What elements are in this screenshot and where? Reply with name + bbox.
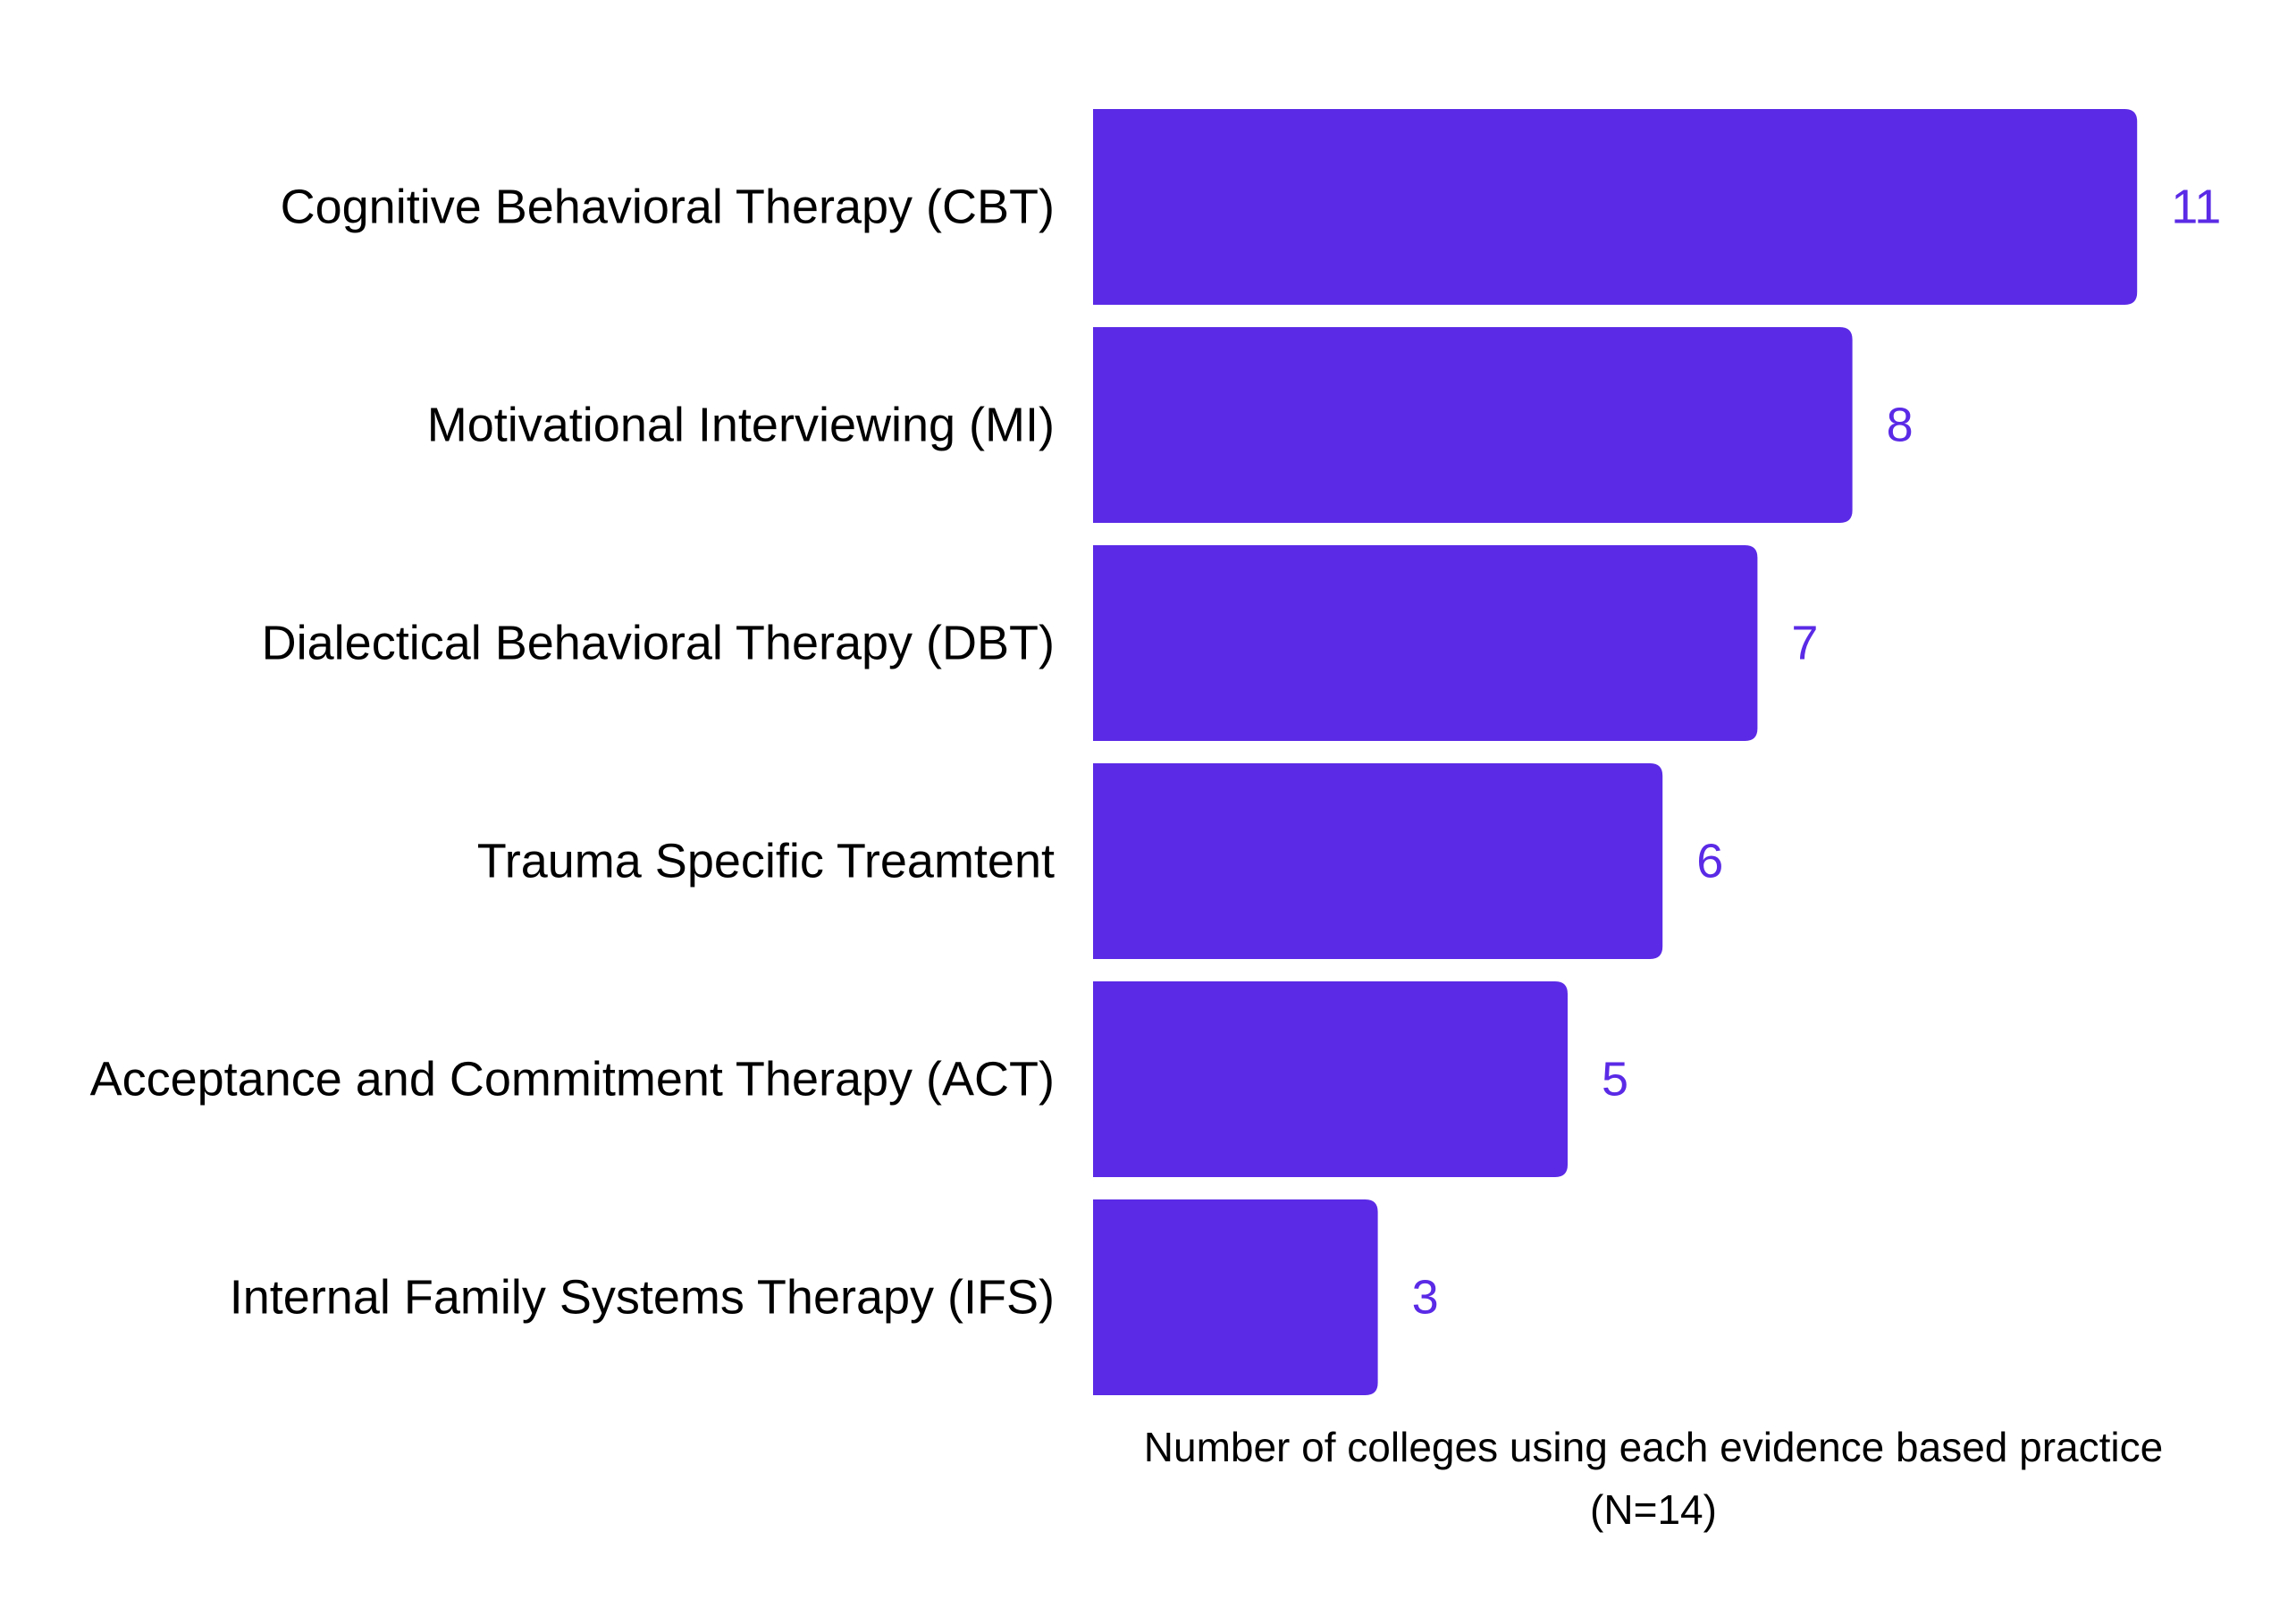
value-labels: 11 8 7 6 5 3 — [1412, 181, 2222, 1325]
value-label-internal-family-systems-therapy-ifs: 3 — [1412, 1271, 1439, 1325]
bars-layer — [1093, 109, 2138, 1395]
category-labels: Cognitive Behavioral Therapy (CBT) Motiva… — [90, 181, 1055, 1325]
category-label-dialectical-behavioral-therapy-dbt: Dialectical Behavioral Therapy (DBT) — [262, 617, 1055, 670]
bar-internal-family-systems-therapy-ifs — [1093, 1199, 1378, 1395]
x-axis-title-line-1: Number of colleges using each evidence b… — [1144, 1424, 2163, 1470]
value-label-cognitive-behavioral-therapy-cbt: 11 — [2171, 181, 2221, 234]
bar-dialectical-behavioral-therapy-dbt — [1093, 545, 1758, 741]
bar-acceptance-and-commitment-therapy-act — [1093, 981, 1568, 1177]
x-axis-title-line-2: (N=14) — [1590, 1486, 1717, 1533]
value-label-trauma-specific-treamtent: 6 — [1696, 835, 1723, 888]
value-label-motivational-interviewing-mi: 8 — [1887, 399, 1914, 452]
value-label-dialectical-behavioral-therapy-dbt: 7 — [1791, 617, 1818, 670]
category-label-motivational-interviewing-mi: Motivational Interviewing (MI) — [427, 399, 1055, 452]
bar-trauma-specific-treamtent — [1093, 763, 1663, 959]
category-label-cognitive-behavioral-therapy-cbt: Cognitive Behavioral Therapy (CBT) — [281, 181, 1055, 234]
value-label-acceptance-and-commitment-therapy-act: 5 — [1602, 1053, 1628, 1107]
category-label-acceptance-and-commitment-therapy-act: Acceptance and Commitment Therapy (ACT) — [90, 1053, 1055, 1107]
bar-cognitive-behavioral-therapy-cbt — [1093, 109, 2138, 305]
category-label-internal-family-systems-therapy-ifs: Internal Family Systems Therapy (IFS) — [230, 1271, 1055, 1325]
category-label-trauma-specific-treamtent: Trauma Specific Treamtent — [477, 835, 1055, 888]
bar-motivational-interviewing-mi — [1093, 327, 1853, 523]
